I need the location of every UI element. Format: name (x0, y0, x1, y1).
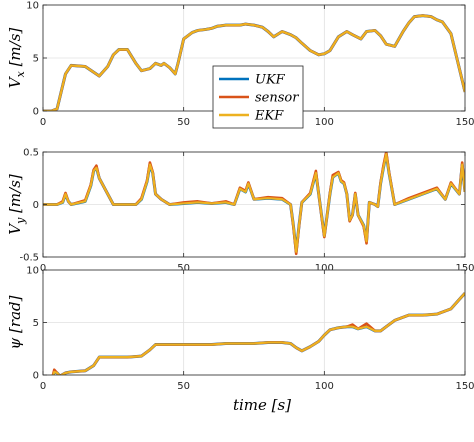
x-tick-label: 0 (40, 117, 46, 128)
x-tick-label: 50 (177, 263, 190, 274)
x-tick-label: 50 (177, 117, 190, 128)
x-tick-label: 100 (315, 117, 334, 128)
y-axis-label: ψ [rad] (6, 295, 24, 349)
y-tick-label: 0 (33, 200, 39, 211)
x-tick-label: 150 (455, 117, 474, 128)
x-tick-label: 100 (315, 381, 334, 392)
panel-2: 0 50 100 150-0.500.5Vy [m/s] (6, 148, 474, 275)
y-tick-label: 0 (33, 371, 39, 382)
x-tick-label: 150 (455, 381, 474, 392)
y-tick-label: 0 (33, 107, 39, 118)
y-tick-label: -0.5 (19, 253, 39, 264)
legend-label-ekf: EKF (254, 109, 284, 124)
y-tick-label: 5 (33, 318, 39, 329)
y-tick-label: 10 (26, 1, 39, 12)
y-tick-label: 0.5 (23, 148, 39, 159)
panel-3: 0 50 100 150 0 5 10 ψ [rad] time [s] (6, 266, 474, 415)
series-line-ekf (43, 14, 465, 111)
y-tick-label: 10 (26, 266, 39, 277)
panel-1: 0 50 100 150 0 5 10 Vx [m/s] UKF sensor EKF (6, 1, 474, 129)
legend: UKF sensor EKF (212, 65, 304, 129)
x-axis-label: time [s] (233, 396, 291, 414)
y-axis-label: Vx [m/s] (6, 28, 27, 89)
x-tick-label: 0 (40, 381, 46, 392)
legend-label-sensor: sensor (255, 91, 299, 106)
x-tick-label: 0 (40, 263, 46, 274)
y-tick-label: 5 (33, 54, 39, 65)
series-line-ekf (52, 292, 465, 375)
legend-label-ukf: UKF (255, 73, 286, 88)
series-line-ekf (43, 153, 465, 253)
x-tick-label: 100 (315, 263, 334, 274)
x-tick-label: 150 (455, 263, 474, 274)
y-axis-label: Vy [m/s] (6, 174, 27, 235)
x-tick-label: 50 (177, 381, 190, 392)
